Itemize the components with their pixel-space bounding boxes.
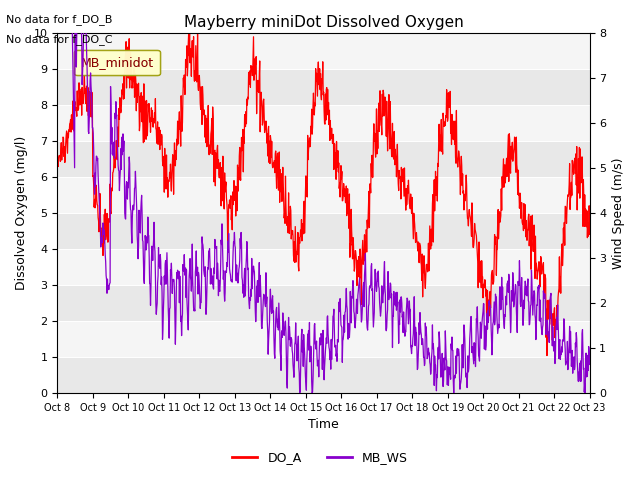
Legend: DO_A, MB_WS: DO_A, MB_WS (227, 446, 413, 469)
X-axis label: Time: Time (308, 419, 339, 432)
Bar (57, 357, 589, 393)
Bar (57, 321, 589, 357)
Bar (57, 33, 589, 69)
Bar (57, 69, 589, 105)
Text: No data for f_DO_C: No data for f_DO_C (6, 34, 113, 45)
Text: No data for f_DO_B: No data for f_DO_B (6, 14, 113, 25)
Bar (57, 105, 589, 141)
Bar (57, 213, 589, 249)
Y-axis label: Wind Speed (m/s): Wind Speed (m/s) (612, 157, 625, 269)
Title: Mayberry miniDot Dissolved Oxygen: Mayberry miniDot Dissolved Oxygen (184, 15, 463, 30)
Bar (57, 285, 589, 321)
Bar (57, 141, 589, 177)
Bar (57, 249, 589, 285)
Y-axis label: Dissolved Oxygen (mg/l): Dissolved Oxygen (mg/l) (15, 136, 28, 290)
Legend: MB_minidot: MB_minidot (74, 49, 160, 75)
Bar (57, 177, 589, 213)
